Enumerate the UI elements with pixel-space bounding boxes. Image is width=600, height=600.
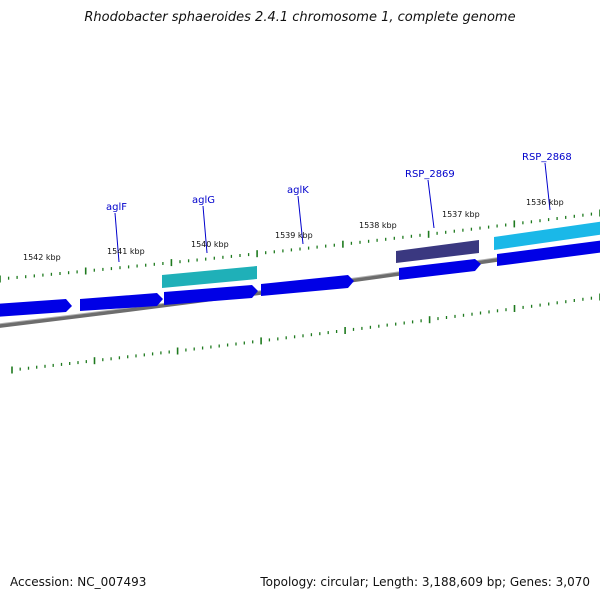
inner-tick-ring [11,293,600,374]
gene-RSP_2869-block[interactable] [396,240,479,263]
outer-tick-ring [0,209,600,283]
kbp-label: 1537 kbp [442,210,480,219]
kbp-label: 1542 kbp [23,253,61,262]
reverse-genes [162,221,600,288]
gene-label-aglK[interactable]: aglK [287,185,309,196]
gene-arrow[interactable] [497,240,600,266]
gene-arrow[interactable] [164,285,258,305]
accession-label: Accession: NC_007493 [10,575,147,589]
gene-label-aglF[interactable]: aglF [106,202,127,213]
gene-RSP_2868-block[interactable] [494,221,600,250]
gene-arrow[interactable] [399,259,481,280]
gene-aglG-block[interactable] [162,266,257,288]
gene-arrow[interactable] [261,275,354,296]
kbp-label: 1540 kbp [191,240,229,249]
kbp-label: 1536 kbp [526,198,564,207]
gene-arrow[interactable] [0,299,72,317]
gene-arrow[interactable] [80,293,163,311]
forward-genes [0,240,600,317]
gene-labels: aglF aglG aglK RSP_2869 RSP_2868 [106,152,572,213]
map-title: Rhodobacter sphaeroides 2.4.1 chromosome… [84,10,516,25]
kbp-label: 1539 kbp [275,231,313,240]
gene-label-aglG[interactable]: aglG [192,195,215,206]
genome-summary-label: Topology: circular; Length: 3,188,609 bp… [260,575,590,589]
gene-label-RSP_2868[interactable]: RSP_2868 [522,152,572,163]
kbp-label: 1541 kbp [107,247,145,256]
kbp-label: 1538 kbp [359,221,397,230]
gene-label-RSP_2869[interactable]: RSP_2869 [405,169,455,180]
kbp-labels: 1542 kbp 1541 kbp 1540 kbp 1539 kbp 1538… [23,198,564,262]
gene-label-connectors [114,162,551,263]
